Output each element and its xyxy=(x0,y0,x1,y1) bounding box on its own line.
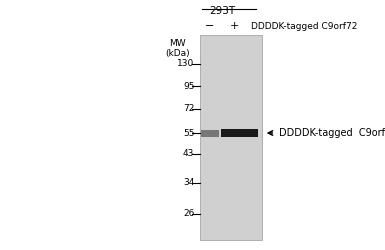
Text: 55: 55 xyxy=(183,128,194,138)
Text: DDDDK-tagged C9orf72: DDDDK-tagged C9orf72 xyxy=(251,22,358,31)
Text: 72: 72 xyxy=(183,104,194,113)
Text: 293T: 293T xyxy=(209,6,235,16)
Bar xyxy=(221,129,258,137)
Text: −: − xyxy=(205,21,214,31)
Text: 26: 26 xyxy=(183,209,194,218)
Text: 34: 34 xyxy=(183,178,194,187)
Text: 95: 95 xyxy=(183,82,194,91)
Text: 130: 130 xyxy=(177,59,194,68)
Text: 43: 43 xyxy=(183,149,194,158)
Bar xyxy=(201,130,219,136)
Text: +: + xyxy=(229,21,239,31)
Text: DDDDK-tagged  C9orf72: DDDDK-tagged C9orf72 xyxy=(279,128,385,138)
Bar xyxy=(200,35,262,240)
Text: MW
(kDa): MW (kDa) xyxy=(165,39,189,58)
